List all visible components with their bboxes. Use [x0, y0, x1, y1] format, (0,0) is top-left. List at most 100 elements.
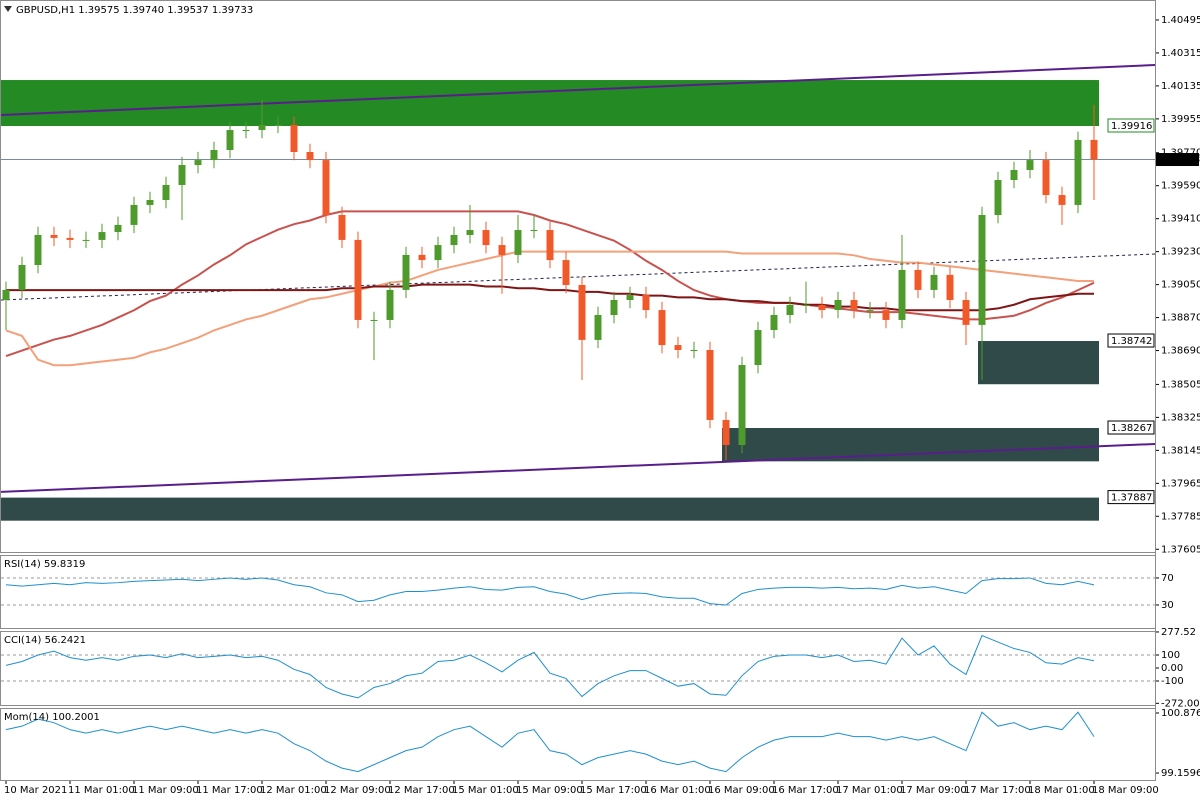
candle-body — [258, 124, 266, 131]
x-tick-label: 15 Mar 01:00 — [452, 785, 519, 796]
title-arrow — [4, 6, 12, 12]
zone — [1, 80, 1099, 127]
moving-average — [6, 283, 1094, 312]
candle-body — [546, 230, 554, 261]
candle-body — [226, 130, 234, 150]
candle-body — [786, 304, 794, 316]
candle-body — [498, 245, 506, 255]
y-tick-label: 1.39230 — [1161, 247, 1200, 258]
candle-body — [834, 299, 842, 311]
y-tick-label: 1.37605 — [1161, 544, 1200, 555]
x-tick-label: 12 Mar 01:00 — [260, 785, 327, 796]
candle-body — [306, 152, 314, 161]
y-tick-label: 100.8767 — [1161, 708, 1200, 719]
candle-body — [130, 204, 138, 225]
candle-body — [770, 315, 778, 331]
candle-body — [386, 289, 394, 320]
candle-body — [898, 269, 906, 320]
candle-body — [594, 315, 602, 340]
candle-body — [658, 310, 666, 346]
level-label-box — [1107, 420, 1155, 435]
candle-body — [114, 224, 122, 233]
trendline — [0, 64, 1156, 117]
candle-body — [450, 234, 458, 246]
y-tick-label: 1.38325 — [1161, 412, 1200, 423]
y-tick-label: 0.00 — [1161, 663, 1183, 674]
indicator-line — [5, 577, 1095, 606]
y-tick-label: 1.39590 — [1161, 181, 1200, 192]
candle-body — [178, 165, 186, 185]
y-tick-label: 1.38145 — [1161, 445, 1200, 456]
y-tick-label: 1.40135 — [1161, 81, 1200, 92]
candle-body — [482, 230, 490, 246]
candle-body — [354, 239, 362, 320]
panel-frame — [0, 631, 1156, 706]
candle-body — [610, 299, 618, 316]
x-tick-label: 16 Mar 01:00 — [644, 785, 711, 796]
candle-body — [1042, 160, 1050, 196]
x-tick-label: 17 Mar 17:00 — [964, 785, 1031, 796]
candle-body — [850, 299, 858, 311]
candle-body — [802, 304, 810, 306]
y-tick-label: 1.39410 — [1161, 214, 1200, 225]
zone — [1, 497, 1099, 521]
candle-body — [466, 230, 474, 235]
candle-body — [754, 330, 762, 366]
candle-body — [2, 289, 10, 300]
level-label-box — [1107, 333, 1155, 348]
candle-body — [1074, 139, 1082, 205]
level-label: 1.37887 — [1111, 493, 1152, 504]
x-tick-label: 17 Mar 09:00 — [900, 785, 967, 796]
y-tick-label: -100 — [1161, 676, 1184, 687]
candle-body — [98, 232, 106, 240]
panel-frame — [0, 555, 1156, 629]
candle-body — [994, 180, 1002, 216]
candle-body — [962, 299, 970, 325]
y-tick-label: 1.38690 — [1161, 346, 1200, 357]
x-tick-label: 18 Mar 01:00 — [1028, 785, 1095, 796]
candle-body — [722, 419, 730, 446]
candle-body — [1058, 195, 1066, 205]
y-tick-label: 1.40495 — [1161, 15, 1200, 26]
candle-body — [1090, 139, 1098, 160]
level-label: 1.39916 — [1111, 121, 1152, 132]
level-label: 1.38267 — [1111, 423, 1152, 434]
candle-body — [930, 274, 938, 290]
y-tick-label: 1.38870 — [1161, 313, 1200, 324]
candle-body — [674, 345, 682, 350]
y-tick-label: 30 — [1161, 600, 1174, 611]
candle-body — [562, 260, 570, 285]
candle-body — [946, 274, 954, 300]
candle-body — [290, 124, 298, 153]
last-price-label: 1.39733 — [1159, 155, 1200, 166]
x-tick-label: 11 Mar 01:00 — [68, 785, 135, 796]
candle-body — [338, 215, 346, 240]
x-tick-label: 11 Mar 09:00 — [132, 785, 199, 796]
x-tick-label: 10 Mar 2021 — [4, 785, 67, 796]
candle-body — [18, 265, 26, 290]
zone — [978, 341, 1099, 385]
candle-body — [370, 319, 378, 321]
level-label-box — [1107, 118, 1155, 133]
candle-body — [818, 304, 826, 311]
candle-body — [706, 349, 714, 420]
y-tick-label: 70 — [1161, 573, 1174, 584]
candle-body — [1010, 169, 1018, 181]
indicator-line — [5, 634, 1095, 699]
level-label: 1.38742 — [1111, 336, 1152, 347]
candle-body — [50, 234, 58, 238]
candle-body — [642, 295, 650, 311]
x-tick-label: 12 Mar 17:00 — [388, 785, 455, 796]
candle-body — [738, 365, 746, 446]
y-tick-label: 1.37965 — [1161, 478, 1200, 489]
candle-body — [978, 215, 986, 325]
x-tick-label: 16 Mar 09:00 — [708, 785, 775, 796]
candle-body — [434, 245, 442, 261]
indicator-title: Mom(14) 100.2001 — [4, 712, 100, 723]
candle-body — [210, 149, 218, 161]
candle-body — [866, 310, 874, 312]
candle-body — [194, 160, 202, 166]
indicator-line — [5, 711, 1095, 773]
